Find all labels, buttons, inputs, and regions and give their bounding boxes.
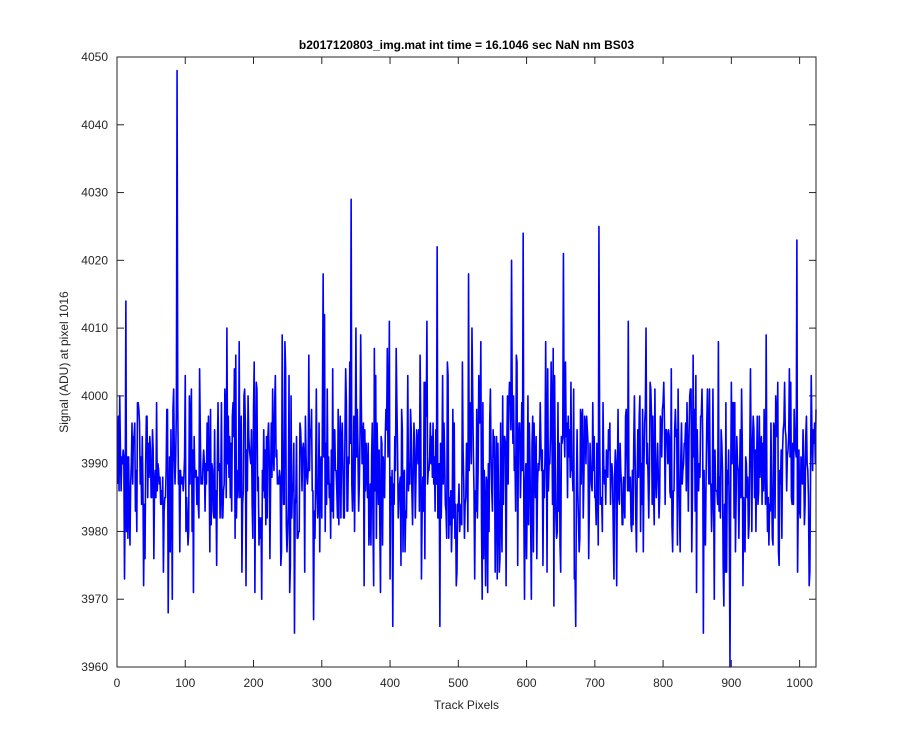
series-layer <box>116 69 817 668</box>
plot-area <box>117 57 816 667</box>
x-tick-label: 100 <box>175 676 195 690</box>
y-tick-label: 3970 <box>81 592 108 606</box>
axes-box <box>116 56 817 668</box>
y-tick-label: 4010 <box>81 321 108 335</box>
x-tick-label: 1000 <box>786 676 813 690</box>
x-tick-label: 800 <box>653 676 673 690</box>
x-tick-label: 200 <box>244 676 264 690</box>
y-tick-label: 4020 <box>81 253 108 267</box>
ticks-layer: 0 100 200 300 400 500 600 700 800 900 1000 3960 3970… <box>81 50 816 690</box>
y-tick-label: 4030 <box>81 186 108 200</box>
x-tick-label: 500 <box>448 676 468 690</box>
chart-title: b2017120803_img.mat int time = 16.1046 s… <box>299 38 635 52</box>
x-tick-label: 900 <box>721 676 741 690</box>
y-tick-label: 4050 <box>81 50 108 64</box>
y-tick-label: 3980 <box>81 524 108 538</box>
y-tick-label: 3990 <box>81 457 108 471</box>
y-tick-label: 4040 <box>81 118 108 132</box>
x-axis-label: Track Pixels <box>434 698 499 712</box>
series-line <box>116 69 817 668</box>
y-tick-label: 4000 <box>81 389 108 403</box>
x-tick-label: 300 <box>312 676 332 690</box>
y-axis-label: Signal (ADU) at pixel 1016 <box>57 291 71 433</box>
y-tick-label: 3960 <box>81 660 108 674</box>
x-tick-label: 600 <box>517 676 537 690</box>
x-tick-label: 400 <box>380 676 400 690</box>
x-tick-label: 0 <box>114 676 121 690</box>
x-tick-label: 700 <box>585 676 605 690</box>
